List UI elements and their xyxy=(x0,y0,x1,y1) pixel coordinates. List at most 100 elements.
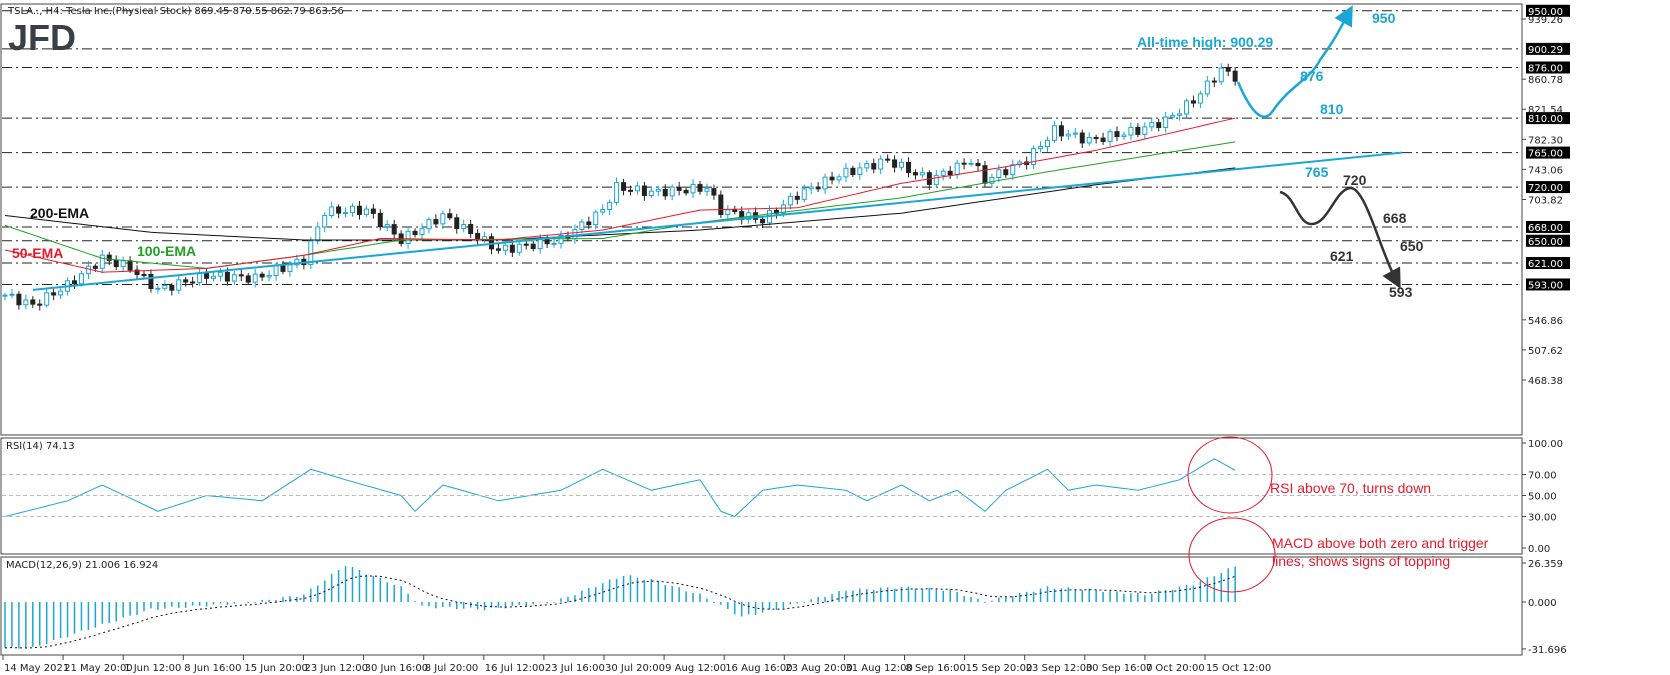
price-tick-label: 743.06 xyxy=(1528,165,1563,176)
level-price-tag xyxy=(1526,42,1570,55)
candle-bullish xyxy=(231,274,237,282)
candle-bullish xyxy=(211,275,216,279)
rsi-label: RSI(14) 74.13 xyxy=(6,441,75,452)
level-price-label: 621.00 xyxy=(1528,259,1563,270)
level-price-label: 810.00 xyxy=(1528,114,1563,125)
candle-bullish xyxy=(614,182,620,203)
time-tick-label: 30 Sep 16:00 xyxy=(1086,663,1153,674)
candle-bearish xyxy=(134,269,140,275)
candle-bullish xyxy=(23,299,29,306)
candle-bullish xyxy=(1163,116,1169,128)
candle-bullish xyxy=(1149,122,1155,128)
candle-bearish xyxy=(509,244,515,253)
candle-bearish xyxy=(711,188,717,196)
macd-tick-label: 0.000 xyxy=(1528,598,1557,609)
candle-bullish xyxy=(308,240,314,266)
level-price-label: 720.00 xyxy=(1528,183,1563,194)
candle-bearish xyxy=(760,218,766,224)
candle-bullish xyxy=(85,265,91,275)
level-price-tag xyxy=(1526,181,1570,194)
candle-bullish xyxy=(989,176,995,184)
candle-bullish xyxy=(940,170,946,176)
candle-bullish xyxy=(1045,139,1050,148)
candle-bullish xyxy=(899,161,905,168)
level-price-tag xyxy=(1526,112,1570,125)
price-tick-label: 821.54 xyxy=(1528,105,1563,116)
candle-bearish xyxy=(370,208,376,214)
candle-bullish xyxy=(266,275,272,278)
time-tick-label: 16 Jul 12:00 xyxy=(485,663,545,674)
time-tick-label: 31 Aug 12:00 xyxy=(845,663,912,674)
candle-bearish xyxy=(1135,126,1141,135)
rsi-line xyxy=(4,458,1236,518)
candle-bearish xyxy=(16,293,22,306)
bullish-scenario-arrow xyxy=(1236,5,1353,118)
candle-bullish xyxy=(329,206,335,217)
time-tick-label: 23 Aug 20:00 xyxy=(785,663,852,674)
candle-bearish xyxy=(127,260,133,271)
candle-bullish xyxy=(607,201,613,211)
rsi-tick-label: 50.00 xyxy=(1528,492,1557,503)
time-tick-label: 1 Jun 12:00 xyxy=(124,663,181,674)
time-tick-label: 30 Jul 20:00 xyxy=(605,663,665,674)
candle-bearish xyxy=(676,186,682,191)
candle-bearish xyxy=(982,165,988,184)
candle-bearish xyxy=(683,189,689,194)
candle-bearish xyxy=(51,292,57,296)
candle-bullish xyxy=(58,290,64,296)
candle-bearish xyxy=(447,213,453,219)
candle-bullish xyxy=(669,186,675,197)
ema50-label: 50-EMA xyxy=(12,245,63,261)
candle-bullish xyxy=(1142,126,1148,135)
candle-bullish xyxy=(593,211,599,226)
candle-bullish xyxy=(315,226,321,242)
candle-bullish xyxy=(968,162,974,165)
candle-bullish xyxy=(384,224,390,228)
ema200-label: 200-EMA xyxy=(30,205,89,221)
candle-bullish xyxy=(551,242,557,245)
candle-bearish xyxy=(621,182,627,191)
candle-bearish xyxy=(113,259,119,268)
candle-bullish xyxy=(1038,146,1044,150)
candle-bearish xyxy=(1232,70,1238,82)
candle-bullish xyxy=(440,213,446,225)
time-tick-label: 14 May 2021 xyxy=(4,663,69,674)
candle-bullish xyxy=(1177,113,1183,116)
candle-bearish xyxy=(912,172,918,176)
macd-callout-line2: lines, shows signs of topping xyxy=(1272,553,1450,569)
candle-bearish xyxy=(1225,67,1231,72)
candle-bullish xyxy=(1072,132,1078,135)
macd-highlight-circle xyxy=(1188,517,1276,593)
level-price-label: 650.00 xyxy=(1528,237,1563,248)
candle-bullish xyxy=(44,292,50,306)
price-tick-label: 546.86 xyxy=(1528,316,1563,327)
candle-bullish xyxy=(780,204,786,214)
candle-bearish xyxy=(468,224,474,234)
candle-bearish xyxy=(204,272,210,279)
candle-bearish xyxy=(586,221,592,226)
candle-bullish xyxy=(287,264,293,272)
candle-bearish xyxy=(628,189,633,192)
candle-bearish xyxy=(1093,137,1099,140)
time-tick-label: 15 Jun 20:00 xyxy=(244,663,308,674)
candle-bullish xyxy=(600,209,606,213)
candle-bearish xyxy=(454,217,460,230)
ema200-line xyxy=(4,167,1236,241)
rsi-tick-label: 0.00 xyxy=(1528,544,1550,555)
candle-bullish xyxy=(843,167,849,178)
time-tick-label: 23 Jun 12:00 xyxy=(305,663,369,674)
time-tick-label: 15 Oct 12:00 xyxy=(1206,663,1271,674)
candle-bearish xyxy=(1100,137,1106,142)
trend-line xyxy=(32,151,1403,291)
candle-bullish xyxy=(655,188,661,192)
candle-bearish xyxy=(30,299,36,305)
time-tick-label: 15 Sep 20:00 xyxy=(966,663,1033,674)
candle-bullish xyxy=(405,230,411,244)
candle-bullish xyxy=(1197,93,1203,104)
level-price-tag xyxy=(1526,278,1570,291)
time-tick-label: 16 Aug 16:00 xyxy=(725,663,792,674)
level-668-label: 668 xyxy=(1383,210,1407,226)
candle-bullish xyxy=(787,195,793,206)
